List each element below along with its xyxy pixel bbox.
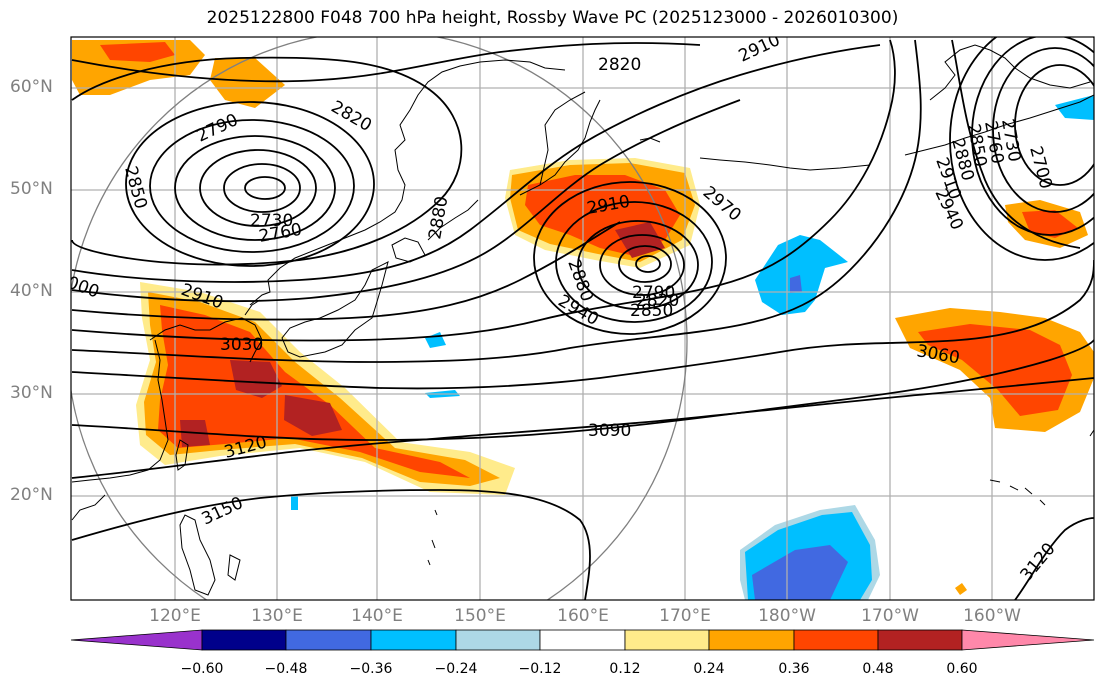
lon-label-170w: 170°W bbox=[861, 606, 919, 626]
contour-label: 3090 bbox=[588, 421, 631, 441]
colorbar-tick-label: −0.60 bbox=[180, 661, 224, 677]
lon-label-150e: 150°E bbox=[454, 606, 506, 626]
coastlines bbox=[71, 44, 1094, 596]
contour-label: 2700 bbox=[1025, 144, 1056, 191]
lon-label-130e: 130°E bbox=[251, 606, 303, 626]
lon-label-120e: 120°E bbox=[149, 606, 201, 626]
colorbar-segment bbox=[877, 629, 963, 651]
lon-label-160e: 160°E bbox=[557, 606, 609, 626]
height-contours bbox=[71, 37, 1094, 600]
lon-label-180w: 180°W bbox=[758, 606, 816, 626]
lat-label-50n: 50°N bbox=[10, 179, 53, 199]
colorbar-tick-label: −0.36 bbox=[349, 661, 393, 677]
colorbar-extend-min bbox=[70, 629, 203, 651]
contour-label: 2820 bbox=[636, 291, 679, 311]
colorbar-tick-label: −0.24 bbox=[434, 661, 478, 677]
colorbar-tick-label: 0.36 bbox=[778, 661, 810, 677]
contour-label: 3120 bbox=[1017, 539, 1060, 585]
map-frame bbox=[70, 36, 1095, 601]
lon-label-160w: 160°W bbox=[963, 606, 1021, 626]
colorbar-segment bbox=[793, 629, 879, 651]
lon-label-170e: 170°E bbox=[659, 606, 711, 626]
lat-label-60n: 60°N bbox=[10, 77, 53, 97]
lat-label-40n: 40°N bbox=[10, 281, 53, 301]
contour-label: 2970 bbox=[699, 183, 745, 226]
contour-label: 2790 bbox=[632, 283, 675, 303]
contour-label: 2910 bbox=[736, 30, 784, 66]
colorbar-segment bbox=[624, 629, 710, 651]
contour-label: 3150 bbox=[199, 493, 247, 529]
colorbar-tick-label: 0.12 bbox=[609, 661, 641, 677]
contour-label: 2850 bbox=[120, 164, 151, 211]
colorbar-tick-label: 0.48 bbox=[862, 661, 894, 677]
colorbar-segment bbox=[370, 629, 457, 651]
colorbar-segment bbox=[708, 629, 795, 651]
contour-label: 2730 bbox=[250, 211, 293, 231]
lat-label-20n: 20°N bbox=[10, 485, 53, 505]
contour-labels: 2820 2910 2790 2820 2850 2730 2760 2880 … bbox=[71, 30, 1060, 585]
colorbar-tick-label: 0.24 bbox=[693, 661, 725, 677]
colorbar-segment bbox=[539, 629, 626, 651]
contour-label: 2850 bbox=[630, 301, 673, 321]
lon-label-140e: 140°E bbox=[351, 606, 403, 626]
colorbar-segment bbox=[455, 629, 541, 651]
colorbar-segment bbox=[285, 629, 372, 651]
lat-label-30n: 30°N bbox=[10, 383, 53, 403]
reference-circle bbox=[71, 37, 688, 600]
contour-label: 3030 bbox=[220, 335, 263, 355]
graticule bbox=[71, 37, 1094, 600]
colorbar-tick-label: −0.12 bbox=[518, 661, 562, 677]
map-title: 2025122800 F048 700 hPa height, Rossby W… bbox=[206, 8, 899, 28]
contour-label: 2820 bbox=[328, 97, 375, 136]
contour-label: 2820 bbox=[598, 55, 641, 75]
colorbar-extend-max bbox=[961, 629, 1095, 651]
colorbar-tick-label: −0.48 bbox=[264, 661, 308, 677]
colorbar-segment bbox=[201, 629, 287, 651]
contour-label: 2880 bbox=[425, 195, 452, 241]
colorbar-tick-label: 0.60 bbox=[946, 661, 978, 677]
colorbar bbox=[70, 629, 1095, 651]
